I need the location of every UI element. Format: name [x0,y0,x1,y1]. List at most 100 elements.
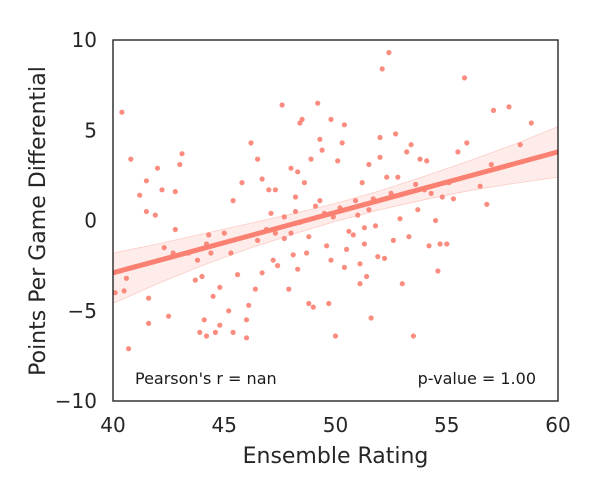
data-point [121,288,127,294]
data-point [306,234,312,240]
data-point [292,194,299,200]
x-tick-label: 45 [212,413,237,437]
data-point [410,333,416,339]
data-point [172,226,178,233]
data-point [206,232,212,238]
data-point [415,207,421,213]
data-point [299,116,305,122]
data-point [312,203,319,209]
data-point [146,295,152,301]
data-point [295,266,301,272]
data-point [270,257,276,263]
data-point [404,149,410,155]
data-point [177,161,183,168]
data-points-layer [112,50,534,352]
data-point [123,275,129,281]
data-point [437,241,443,247]
data-point [304,250,310,256]
data-point [154,165,161,171]
x-tick-labels: 40 45 50 55 60 [100,413,570,437]
data-point [350,232,356,238]
data-point [393,131,399,137]
data-point [286,286,292,292]
data-point [381,255,388,261]
data-point [310,304,316,310]
data-point [290,252,296,258]
y-tick-label: 5 [84,118,97,142]
data-point [417,156,423,162]
data-point [166,313,172,319]
data-point [450,196,456,202]
data-point [259,176,265,182]
data-point [364,273,370,280]
data-point [268,210,274,216]
data-point [317,136,323,142]
data-point [301,180,307,186]
data-point [137,192,143,198]
data-point [528,120,534,126]
data-point [192,277,198,283]
data-point [368,315,374,321]
data-point [255,237,261,243]
data-point [433,217,439,224]
data-point [226,308,232,314]
regression-line-layer [112,149,559,276]
data-point [384,174,390,180]
y-tick-label: 10 [72,28,97,52]
data-point [112,290,118,296]
data-point [281,214,287,220]
data-point [464,140,470,146]
data-point [328,116,334,122]
data-point [352,198,359,204]
data-point [406,234,412,240]
data-point [221,230,227,236]
data-point [357,281,363,287]
data-point [217,322,223,328]
data-point [179,151,185,157]
data-point [366,161,372,168]
data-point [517,142,523,148]
data-point [217,284,223,290]
data-point [426,243,432,249]
data-point [428,190,434,196]
p-value-annotation: p-value = 1.00 [418,369,536,388]
data-point [199,273,205,280]
data-point [395,174,401,180]
data-point [146,320,152,326]
data-point [246,302,252,308]
x-tick-label: 55 [434,413,459,437]
data-point [326,300,332,307]
y-tick-labels: −10 −5 0 5 10 [55,28,97,413]
data-point [375,254,381,260]
data-point [266,187,272,193]
data-point [235,272,241,278]
data-point [439,194,445,200]
data-point [272,230,278,236]
x-axis-title: Ensemble Rating [243,444,429,469]
data-point [203,333,210,339]
data-point [126,346,132,352]
data-point [295,169,301,175]
data-point [319,147,325,153]
data-point [399,281,405,287]
data-point [288,230,294,236]
data-point [424,158,430,164]
plot-frame [112,39,559,402]
y-axis-title: Points Per Game Differential [26,66,51,376]
data-point [143,178,149,184]
data-point [128,156,134,162]
data-point [477,183,483,189]
data-point [355,212,361,218]
data-point [379,66,385,72]
data-point [346,228,352,234]
data-point [377,134,383,141]
data-point [315,100,321,106]
data-point [272,187,278,193]
data-point [335,158,341,164]
data-point [408,142,414,148]
data-point [259,270,265,276]
data-point [341,264,347,270]
data-point [461,75,468,81]
regression-line [112,149,559,276]
